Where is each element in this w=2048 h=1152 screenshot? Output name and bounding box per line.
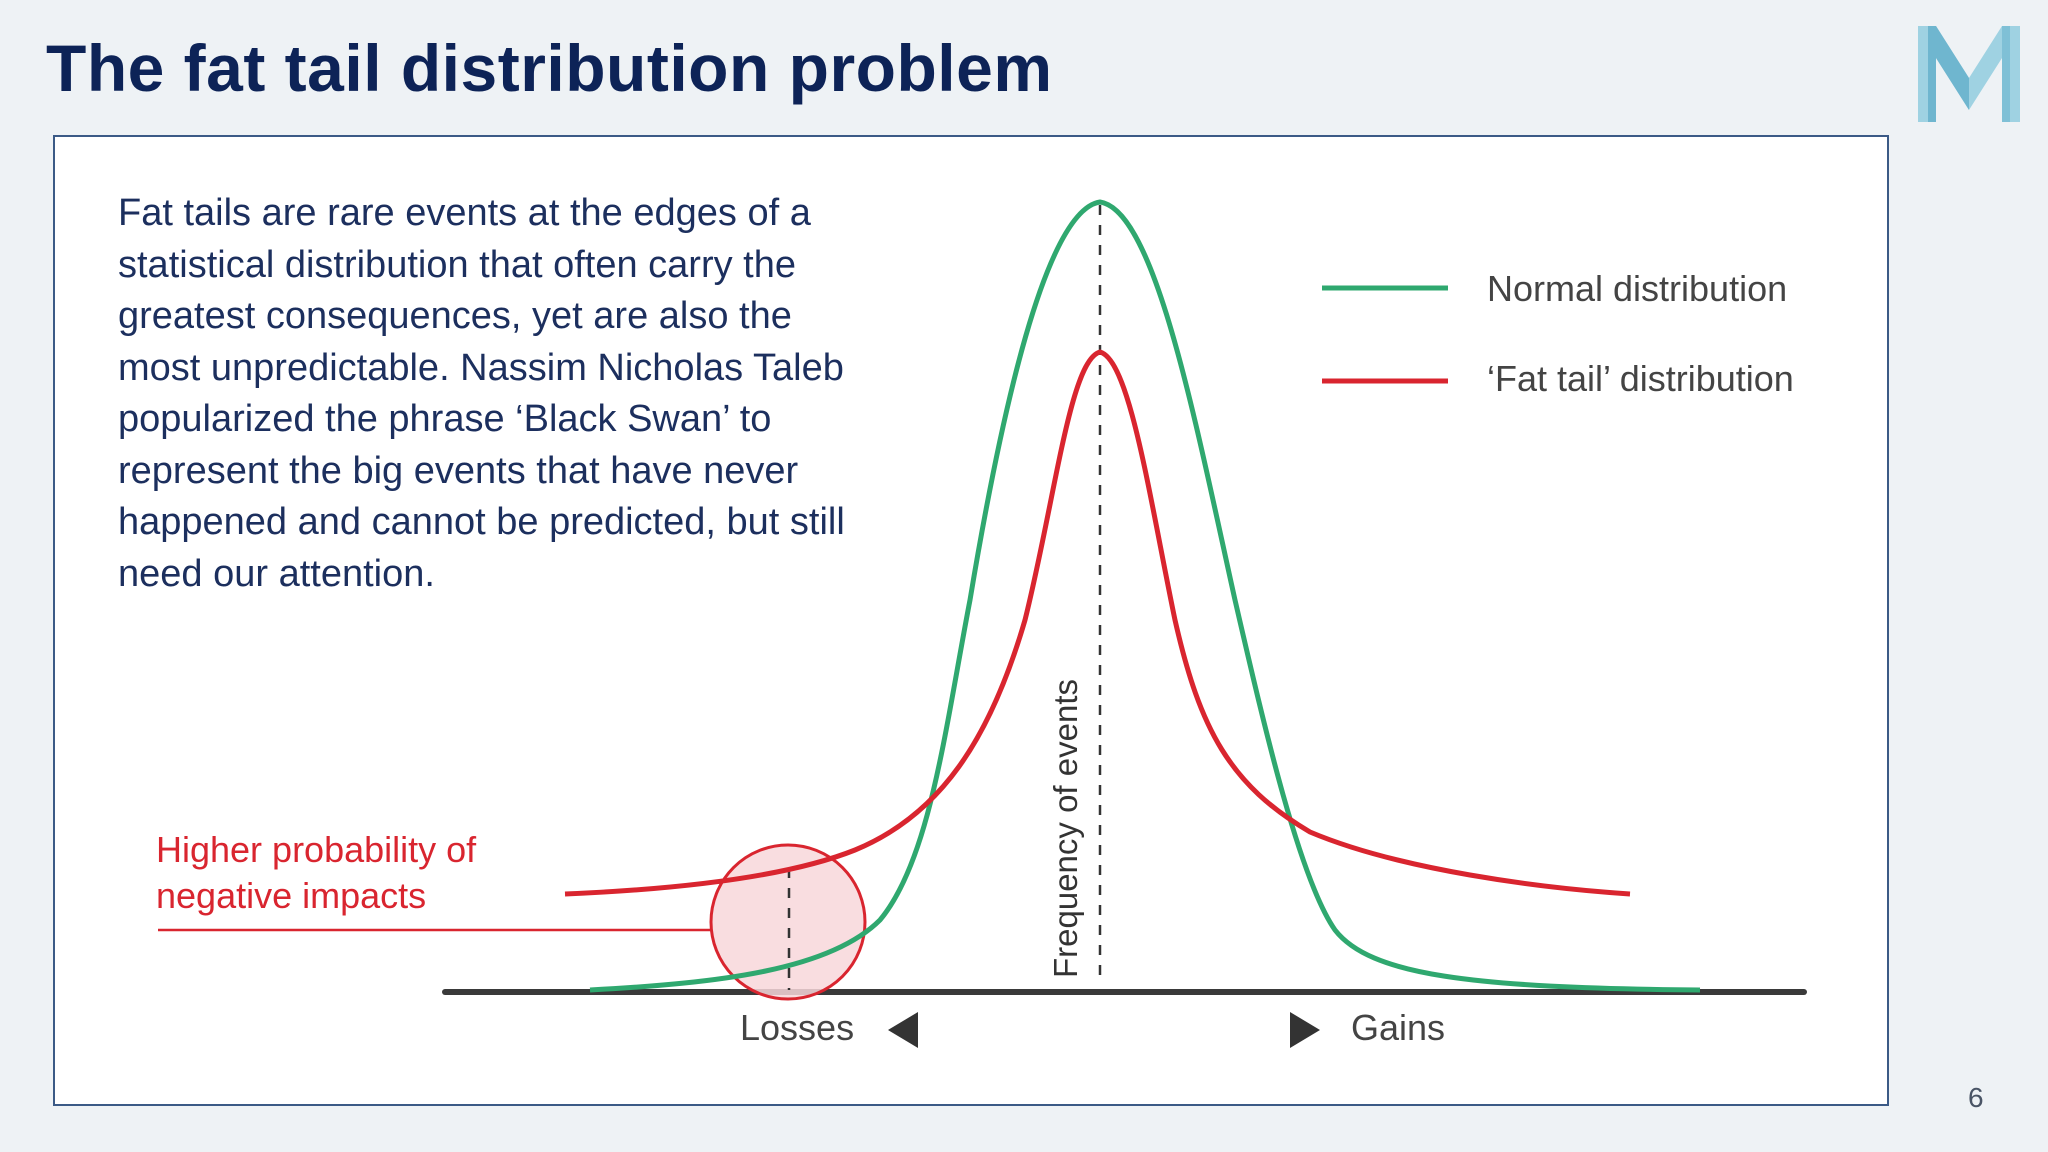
m-letter-logo-icon — [1918, 26, 2020, 122]
losses-label: Losses — [740, 1007, 854, 1048]
vertical-axis-label: Frequency of events — [1047, 679, 1084, 978]
callout-line-2: negative impacts — [156, 875, 426, 916]
callout-line-1: Higher probability of — [156, 829, 477, 870]
normal-distribution-curve — [589, 199, 1701, 993]
legend-normal-label: Normal distribution — [1487, 268, 1787, 309]
legend-fat-tail-label: ‘Fat tail’ distribution — [1487, 358, 1794, 399]
left-arrow-icon — [888, 1012, 918, 1048]
gains-label: Gains — [1351, 1007, 1445, 1048]
slide-title: The fat tail distribution problem — [46, 31, 1053, 105]
fat-tail-distribution-curve — [564, 349, 1631, 897]
content-panel — [53, 135, 1889, 1106]
right-arrow-icon — [1290, 1012, 1320, 1048]
page-number: 6 — [1968, 1082, 1984, 1113]
body-paragraph: Fat tails are rare events at the edges o… — [118, 192, 845, 595]
highlight-circle — [709, 843, 867, 1001]
